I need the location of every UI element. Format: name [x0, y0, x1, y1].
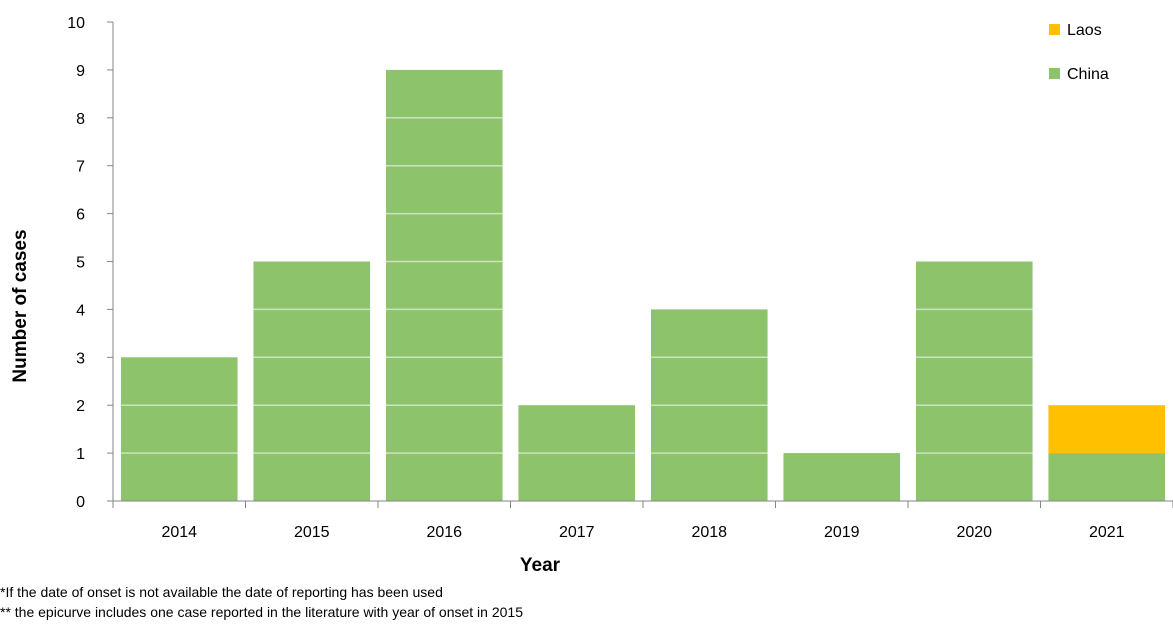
x-tick-label: 2017	[559, 524, 595, 541]
bar-china-2020	[915, 261, 1033, 501]
x-axis-title: Year	[520, 555, 561, 576]
footnote-onset: *If the date of onset is not available t…	[0, 584, 443, 600]
y-tick-label: 2	[76, 398, 85, 415]
y-tick-label: 0	[76, 494, 85, 511]
bar-china-2016	[385, 69, 503, 502]
legend-swatch-china	[1049, 68, 1060, 79]
y-tick-label: 6	[76, 207, 85, 224]
y-tick-label: 1	[76, 446, 85, 463]
epicurve-chart: 0 1 2 3 4 5 6 7 8 9 10 2014 2015 2016 2017 2018 2019 202…	[10, 15, 1173, 576]
bar-china-2019	[783, 453, 901, 501]
x-tick-label: 2020	[956, 524, 992, 541]
x-tick-label: 2018	[691, 524, 727, 541]
y-tick-label: 9	[76, 63, 85, 80]
y-tick-label: 3	[76, 350, 85, 367]
y-tick-label: 8	[76, 111, 85, 128]
bars	[120, 69, 1166, 502]
x-axis-ticks: 2014 2015 2016 2017 2018 2019 2020 2021	[112, 501, 1173, 541]
y-axis-title: Number of cases	[10, 229, 31, 382]
x-tick-label: 2014	[161, 524, 197, 541]
y-tick-label: 4	[76, 302, 85, 319]
bar-china-2014	[120, 357, 238, 501]
legend-label-laos: Laos	[1067, 22, 1102, 39]
bar-laos-2021	[1048, 405, 1166, 454]
legend: Laos China	[1049, 22, 1109, 83]
x-tick-label: 2019	[824, 524, 860, 541]
y-tick-label: 7	[76, 159, 85, 176]
x-tick-label: 2016	[426, 524, 462, 541]
legend-swatch-laos	[1049, 24, 1060, 35]
bar-china-2021	[1048, 453, 1166, 501]
y-tick-label: 10	[67, 15, 85, 32]
footnote-literature: ** the epicurve includes one case report…	[0, 604, 523, 620]
x-tick-label: 2015	[294, 524, 330, 541]
legend-label-china: China	[1067, 66, 1109, 83]
x-tick-label: 2021	[1089, 524, 1125, 541]
y-tick-label: 5	[76, 255, 85, 272]
bar-china-2015	[253, 261, 371, 501]
y-axis-ticks: 0 1 2 3 4 5 6 7 8 9 10	[67, 15, 113, 511]
